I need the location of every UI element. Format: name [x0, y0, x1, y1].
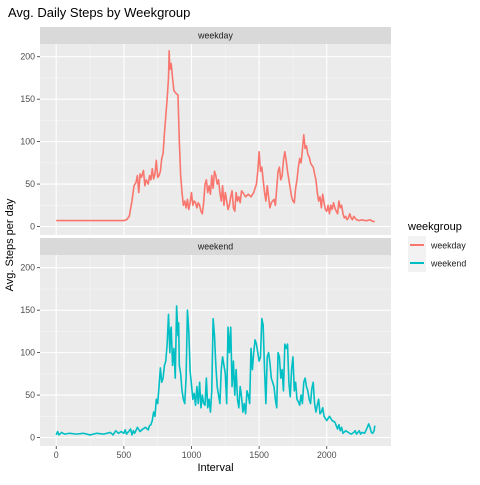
x-tick-label: 500 [117, 450, 132, 460]
y-tick-labels-weekday: 0 50 100 150 200 [20, 52, 40, 232]
x-axis-label: Interval [197, 462, 233, 474]
gridlines-weekday [40, 44, 391, 235]
chart-title: Avg. Daily Steps by Weekgroup [8, 5, 190, 20]
y-tick-label-weekend: 200 [20, 263, 35, 273]
y-tick-label-weekend: 0 [30, 433, 35, 443]
x-tick-label: 1000 [182, 450, 202, 460]
facet-panel-weekend: weekend 0 50 100 150 200 [20, 238, 391, 446]
x-tick-label: 0 [54, 450, 59, 460]
strip-weekday [40, 27, 391, 44]
y-tick-label-weekday: 150 [20, 94, 35, 104]
legend: weekgroup weekday weekend [407, 221, 466, 272]
strip-label-weekday: weekday [197, 31, 233, 41]
legend-label-weekend: weekend [430, 259, 466, 269]
legend-title: weekgroup [407, 221, 462, 233]
series-line-weekday [56, 49, 375, 223]
y-tick-labels-weekend: 0 50 100 150 200 [20, 263, 40, 443]
x-tick-label: 2000 [317, 450, 337, 460]
y-tick-label-weekend: 150 [20, 305, 35, 315]
x-axis-ticks: 0 500 1000 1500 2000 [54, 446, 337, 460]
y-tick-label-weekend: 100 [20, 348, 35, 358]
y-tick-label-weekend: 50 [25, 390, 35, 400]
legend-item-weekday: weekday [408, 236, 466, 254]
y-tick-label-weekday: 50 [25, 179, 35, 189]
gridlines-weekend [40, 255, 391, 446]
series-line-weekend [55, 305, 376, 436]
legend-item-weekend: weekend [408, 254, 466, 272]
legend-label-weekday: weekday [430, 241, 466, 251]
y-tick-label-weekday: 100 [20, 137, 35, 147]
facet-panel-weekday: weekday 0 50 100 150 200 [20, 27, 391, 235]
x-tick-label: 1500 [249, 450, 269, 460]
y-axis-label: Avg. Steps per day [4, 198, 16, 291]
strip-weekend [40, 238, 391, 255]
y-tick-label-weekday: 200 [20, 52, 35, 62]
y-tick-label-weekday: 0 [30, 222, 35, 232]
strip-label-weekend: weekend [197, 242, 233, 252]
panel-background-weekday [40, 44, 391, 235]
